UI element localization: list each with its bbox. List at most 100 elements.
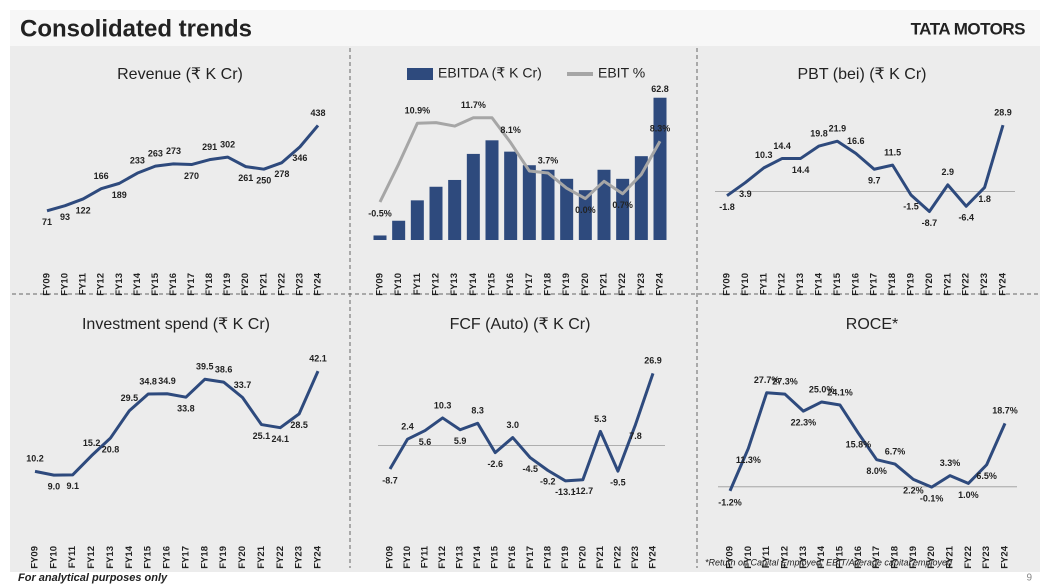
data-label: -1.5: [903, 201, 919, 211]
x-tick-label: FY21: [599, 272, 610, 295]
data-label: 28.5: [290, 420, 308, 430]
x-tick-label: FY13: [795, 273, 806, 296]
data-label: 10.3: [434, 400, 452, 410]
bar: [597, 169, 611, 240]
x-tick-label: FY24: [1000, 545, 1011, 568]
data-label: 9.0: [48, 482, 61, 492]
x-tick-label: FY11: [761, 545, 772, 568]
x-tick-label: FY10: [393, 273, 404, 296]
data-label: -2.6: [487, 459, 503, 469]
x-tick-label: FY19: [908, 546, 919, 569]
x-tick-label: FY19: [561, 273, 572, 296]
data-label: 291: [202, 142, 217, 152]
bar: [522, 165, 536, 240]
x-tick-label: FY10: [60, 273, 71, 296]
data-label: 11.5: [884, 147, 901, 157]
x-tick-label: FY10: [48, 546, 59, 569]
x-tick-label: FY13: [449, 273, 460, 296]
x-tick-label: FY20: [237, 546, 248, 569]
x-tick-label: FY16: [162, 546, 173, 569]
data-label: 10.2: [26, 454, 44, 464]
x-tick-label: FY17: [180, 546, 191, 569]
data-label: -4.5: [523, 464, 539, 474]
data-label: -8.7: [922, 218, 938, 228]
x-tick-label: FY17: [524, 273, 535, 296]
x-tick-label: FY15: [490, 545, 501, 568]
x-tick-label: FY22: [617, 273, 628, 296]
data-label: 3.3%: [940, 458, 961, 468]
x-tick-label: FY18: [199, 546, 210, 569]
bar: [560, 178, 574, 240]
x-tick-label: FY12: [431, 273, 442, 296]
chart-title: ROCE*: [846, 316, 898, 333]
x-tick-label: FY16: [168, 273, 179, 296]
data-label: 9.7: [868, 176, 881, 186]
x-tick-label: FY21: [595, 545, 606, 568]
data-label: 93: [60, 212, 70, 222]
x-tick-label: FY09: [30, 546, 41, 569]
x-tick-label: FY14: [472, 545, 483, 568]
data-label: 26.9: [644, 356, 662, 366]
data-label: 14.4: [792, 165, 810, 175]
x-tick-label: FY24: [313, 272, 324, 295]
x-tick-label: FY19: [906, 273, 917, 296]
data-label: 3.9: [739, 189, 752, 199]
data-label: 10.9%: [405, 106, 431, 116]
x-tick-label: FY19: [560, 546, 571, 569]
x-tick-label: FY16: [505, 273, 516, 296]
data-label: 8.0%: [866, 466, 887, 476]
x-tick-label: FY17: [871, 546, 882, 569]
bar: [485, 140, 499, 240]
x-tick-label: FY18: [887, 273, 898, 296]
data-label: 33.8: [177, 404, 195, 414]
data-label: 11.7%: [461, 100, 486, 110]
bar: [653, 97, 667, 240]
x-tick-label: FY24: [313, 545, 324, 568]
slide-title: Consolidated trends: [20, 15, 252, 42]
data-label: 62.8: [651, 84, 669, 94]
data-label: -9.2: [540, 477, 556, 487]
data-label: 24.1: [272, 434, 290, 444]
data-label: 38.6: [215, 364, 233, 374]
data-label: 2.4: [401, 422, 414, 432]
data-label: 5.3: [594, 414, 607, 424]
page-number: 9: [1026, 573, 1032, 584]
data-label: 25.1: [253, 431, 271, 441]
data-label: 189: [112, 190, 127, 200]
data-label: 2.2%: [903, 486, 924, 496]
x-tick-label: FY15: [143, 545, 154, 568]
data-label: 233: [130, 156, 145, 166]
data-label: 15.8%: [846, 440, 872, 450]
data-label: 1.8: [978, 194, 991, 204]
data-label: 261: [238, 173, 253, 183]
x-tick-label: FY24: [655, 272, 666, 295]
chart-title: PBT (bei) (₹ K Cr): [797, 66, 926, 83]
data-label: 9.1: [66, 481, 79, 491]
x-tick-label: FY17: [869, 273, 880, 296]
data-label: 42.1: [309, 353, 327, 363]
data-label: -12.7: [573, 486, 594, 496]
line: [34, 370, 320, 477]
x-tick-label: FY22: [961, 273, 972, 296]
data-label: 7.8: [629, 431, 642, 441]
data-label: 250: [256, 176, 271, 186]
data-label: 33.7: [234, 380, 252, 390]
x-tick-label: FY18: [204, 273, 215, 296]
x-tick-label: FY16: [850, 273, 861, 296]
data-label: 5.9: [454, 436, 467, 446]
data-label: -1.2%: [718, 497, 742, 507]
data-label: 8.3%: [650, 124, 671, 134]
data-label: 3.0: [506, 420, 519, 430]
x-tick-label: FY19: [218, 546, 229, 569]
x-tick-label: FY16: [507, 546, 518, 569]
x-tick-label: FY20: [580, 273, 591, 296]
x-tick-label: FY21: [945, 545, 956, 568]
x-tick-label: FY20: [240, 273, 251, 296]
data-label: -13.1: [555, 487, 576, 497]
data-label: 166: [94, 171, 109, 181]
x-tick-label: FY20: [924, 273, 935, 296]
chart-title: FCF (Auto) (₹ K Cr): [450, 316, 591, 333]
x-tick-label: FY14: [814, 272, 825, 295]
data-label: 10.3: [755, 150, 773, 160]
data-label: 8.3: [471, 406, 484, 416]
